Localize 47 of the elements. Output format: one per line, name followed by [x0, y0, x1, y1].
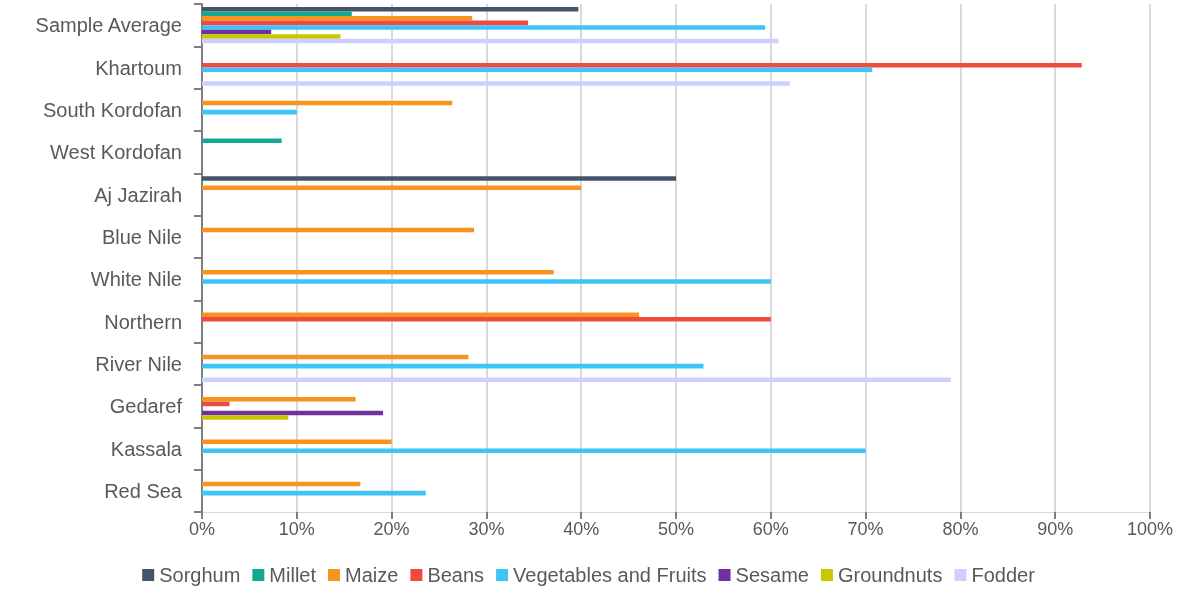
- bar: [202, 397, 356, 402]
- legend-label: Maize: [345, 564, 399, 586]
- x-tick-label: 10%: [278, 519, 315, 539]
- y-tick-label: South Kordofan: [43, 98, 182, 121]
- legend-label: Sesame: [735, 564, 809, 586]
- x-tick-label: 90%: [1037, 519, 1074, 539]
- bar: [202, 25, 766, 30]
- bar: [202, 81, 790, 86]
- x-tick-label: 50%: [657, 519, 695, 539]
- y-tick-label: White Nile: [90, 268, 182, 291]
- y-tick-label: Kassala: [110, 437, 183, 460]
- bar: [202, 185, 582, 190]
- x-tick-label: 30%: [468, 519, 505, 539]
- bar: [202, 176, 676, 181]
- bar: [202, 377, 951, 383]
- legend-label: Millet: [269, 564, 317, 586]
- y-tick-label: Gedaref: [109, 395, 183, 418]
- y-tick-label: Red Sea: [104, 479, 183, 502]
- x-tick-label: 100%: [1126, 519, 1174, 539]
- legend-label: Sorghum: [159, 564, 241, 586]
- x-tick-label: 80%: [942, 519, 979, 539]
- bar: [202, 279, 771, 284]
- y-tick-label: Sample Average: [35, 14, 182, 37]
- y-tick-label: River Nile: [95, 352, 182, 375]
- x-tick-label: 60%: [752, 519, 789, 539]
- bar: [202, 16, 473, 21]
- bar: [202, 316, 771, 322]
- legend-label: Vegetables and Fruits: [513, 564, 707, 586]
- y-tick-label: Northern: [104, 310, 182, 333]
- bar: [202, 6, 579, 12]
- legend-label: Fodder: [971, 564, 1036, 586]
- y-tick-label: Khartoum: [95, 56, 182, 79]
- bar: [202, 439, 392, 444]
- bar: [202, 270, 554, 275]
- x-tick-label: 40%: [563, 519, 600, 539]
- bar: [202, 312, 640, 317]
- bar: [202, 62, 1082, 68]
- y-tick-label: Blue Nile: [101, 225, 182, 248]
- y-tick-label: West Kordofan: [50, 141, 182, 164]
- x-tick-label: 70%: [847, 519, 884, 539]
- legend-label: Groundnuts: [837, 564, 943, 586]
- y-tick-label: Aj Jazirah: [94, 183, 182, 206]
- x-tick-label: 0%: [188, 519, 216, 539]
- bar: [202, 415, 289, 420]
- x-tick-label: 20%: [373, 519, 410, 539]
- legend-label: Beans: [427, 564, 485, 586]
- bar: [202, 34, 341, 39]
